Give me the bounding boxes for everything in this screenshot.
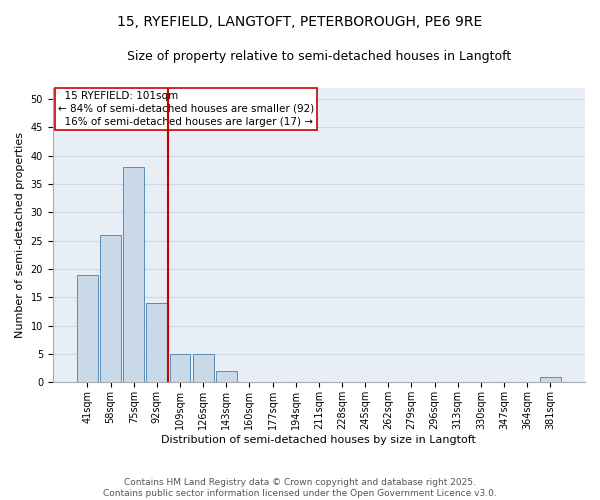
Bar [146, 303, 167, 382]
Text: 15, RYEFIELD, LANGTOFT, PETERBOROUGH, PE6 9RE: 15, RYEFIELD, LANGTOFT, PETERBOROUGH, PE… [118, 15, 482, 29]
Bar [123, 167, 144, 382]
Y-axis label: Number of semi-detached properties: Number of semi-detached properties [15, 132, 25, 338]
Bar [540, 377, 561, 382]
Bar [77, 275, 98, 382]
Title: Size of property relative to semi-detached houses in Langtoft: Size of property relative to semi-detach… [127, 50, 511, 63]
Bar [100, 235, 121, 382]
Bar [193, 354, 214, 382]
Bar [216, 371, 237, 382]
X-axis label: Distribution of semi-detached houses by size in Langtoft: Distribution of semi-detached houses by … [161, 435, 476, 445]
Bar [170, 354, 190, 382]
Text: Contains HM Land Registry data © Crown copyright and database right 2025.
Contai: Contains HM Land Registry data © Crown c… [103, 478, 497, 498]
Text: 15 RYEFIELD: 101sqm
← 84% of semi-detached houses are smaller (92)
  16% of semi: 15 RYEFIELD: 101sqm ← 84% of semi-detach… [58, 90, 314, 127]
